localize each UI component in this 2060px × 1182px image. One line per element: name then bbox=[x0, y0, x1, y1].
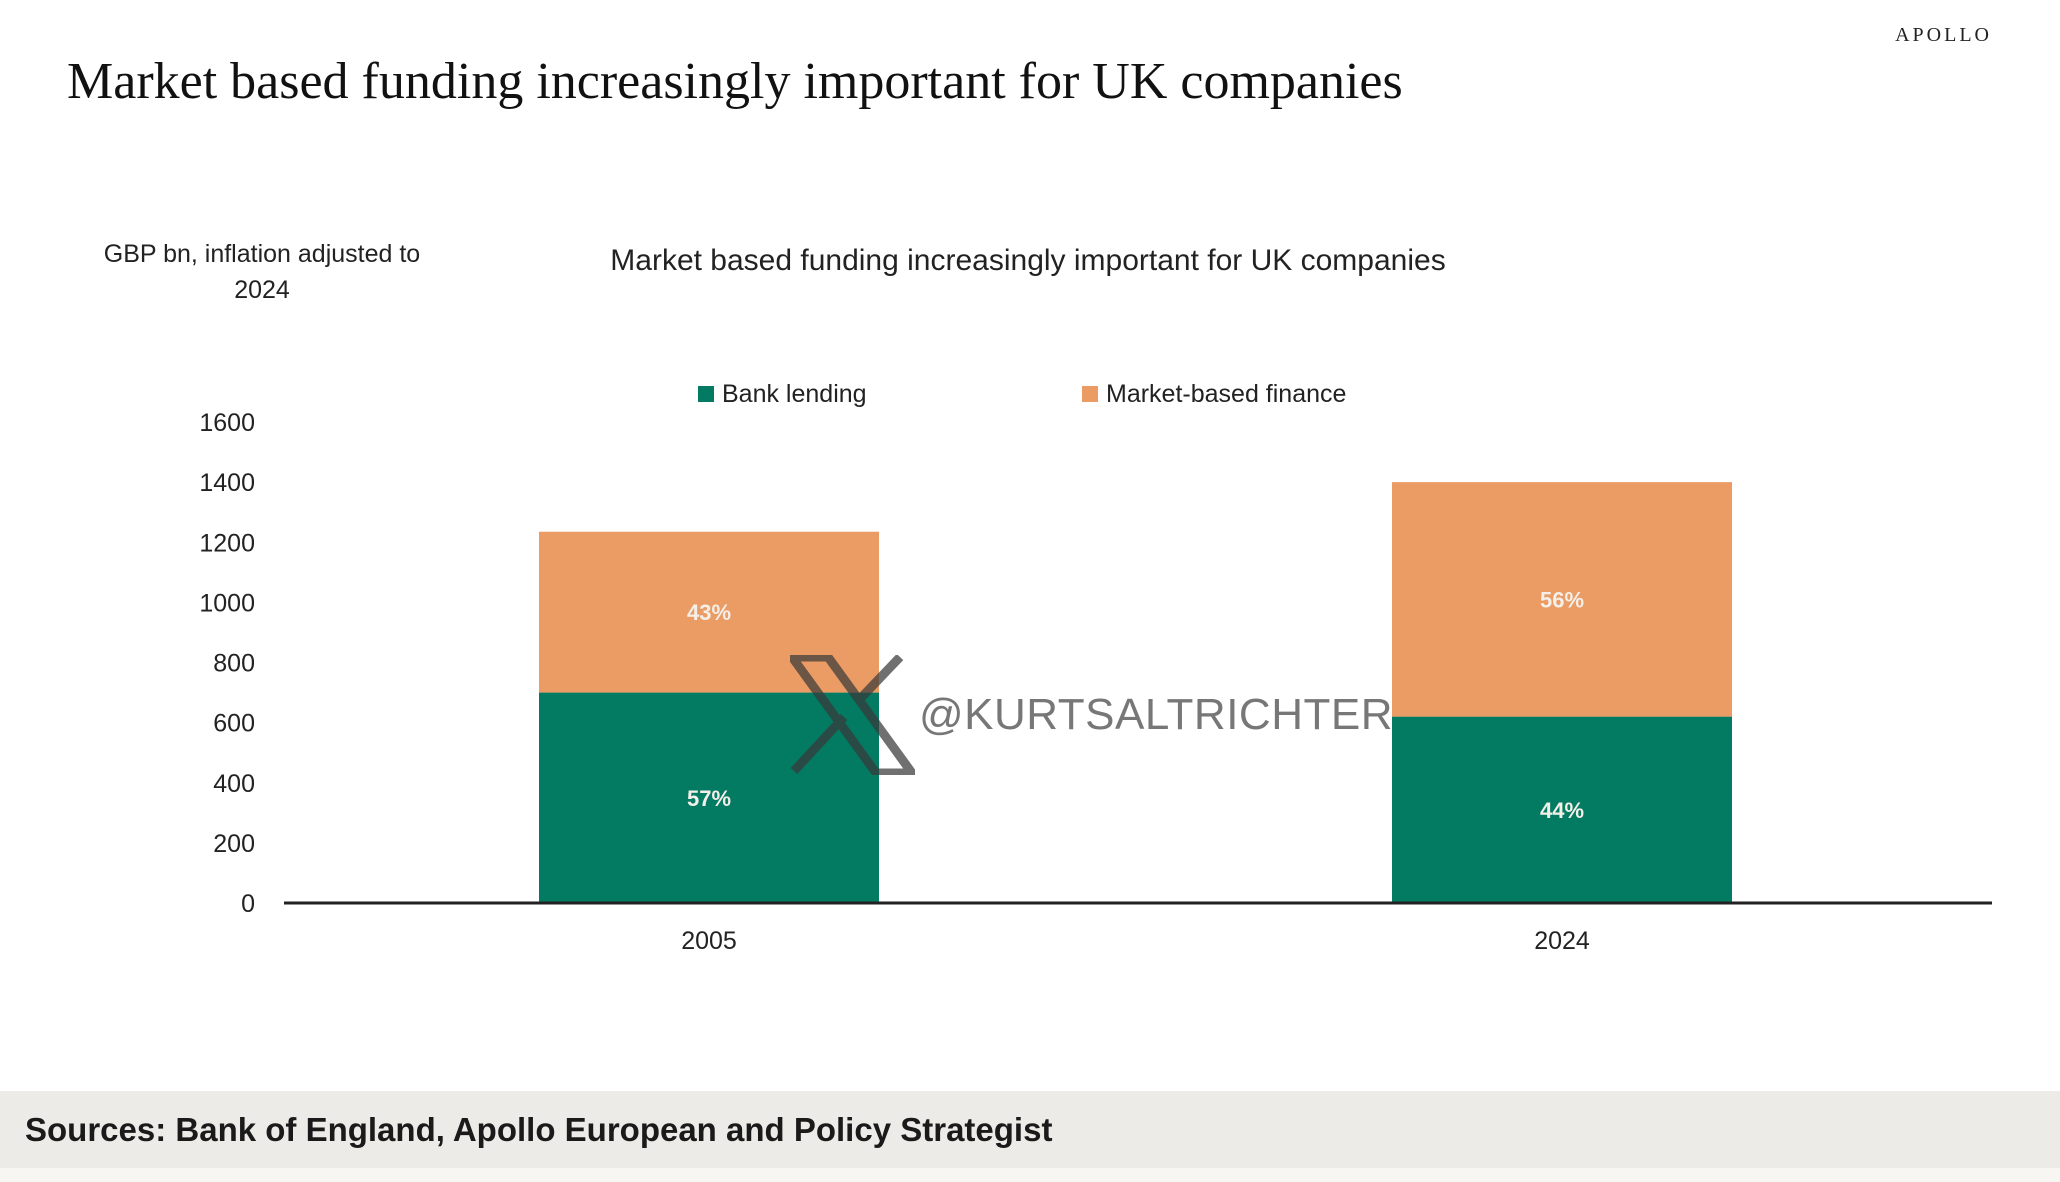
x-logo-icon bbox=[790, 655, 915, 775]
y-tick-label: 1200 bbox=[199, 529, 255, 557]
watermark-handle: @KURTSALTRICHTER bbox=[919, 690, 1393, 739]
bar-label-market-based-finance-2005: 43% bbox=[687, 600, 731, 625]
y-tick-label: 600 bbox=[213, 710, 255, 738]
legend: Bank lending Market-based finance bbox=[698, 380, 1346, 408]
y-tick-label: 400 bbox=[213, 770, 255, 798]
y-tick-label: 0 bbox=[241, 890, 255, 918]
apollo-brand: APOLLO bbox=[1895, 24, 1992, 46]
x-axis-ticks: 2005 2024 bbox=[681, 927, 1590, 955]
bar-label-bank-lending-2005: 57% bbox=[687, 786, 731, 811]
y-tick-label: 1000 bbox=[199, 589, 255, 617]
legend-swatch-market-based-finance bbox=[1082, 386, 1098, 402]
x-tick-label: 2005 bbox=[681, 927, 737, 955]
bar-bank-lending-2005 bbox=[539, 692, 879, 903]
stacked-bar-chart: GBP bn, inflation adjusted to 2024 Marke… bbox=[104, 240, 1992, 955]
sources-footer: Sources: Bank of England, Apollo Europea… bbox=[0, 1091, 2060, 1168]
y-tick-label: 800 bbox=[213, 650, 255, 678]
page-title: Market based funding increasingly import… bbox=[67, 53, 1403, 110]
chart-title: Market based funding increasingly import… bbox=[610, 244, 1445, 277]
y-axis-ticks: 0 200 400 600 800 1000 1200 1400 1600 bbox=[199, 409, 255, 918]
bar-market-based-finance-2005 bbox=[539, 531, 879, 693]
x-tick-label: 2024 bbox=[1534, 927, 1590, 955]
y-tick-label: 1400 bbox=[199, 469, 255, 497]
bottom-strip bbox=[0, 1168, 2060, 1182]
legend-label-bank-lending: Bank lending bbox=[722, 380, 867, 408]
y-axis-label-line-1: GBP bn, inflation adjusted to bbox=[104, 240, 420, 268]
bar-market-based-finance-2024 bbox=[1392, 482, 1732, 717]
legend-label-market-based-finance: Market-based finance bbox=[1106, 380, 1346, 408]
sources-text: Sources: Bank of England, Apollo Europea… bbox=[25, 1111, 1053, 1148]
bar-label-bank-lending-2024: 44% bbox=[1540, 798, 1584, 823]
y-tick-label: 200 bbox=[213, 830, 255, 858]
y-tick-label: 1600 bbox=[199, 409, 255, 437]
bar-label-market-based-finance-2024: 56% bbox=[1540, 587, 1584, 612]
y-axis-label-line-2: 2024 bbox=[234, 276, 290, 304]
bar-bank-lending-2024 bbox=[1392, 716, 1732, 903]
watermark: @KURTSALTRICHTER bbox=[790, 655, 1393, 775]
legend-swatch-bank-lending bbox=[698, 386, 714, 402]
bars: 57% 43% 44% 56% bbox=[539, 482, 1732, 903]
